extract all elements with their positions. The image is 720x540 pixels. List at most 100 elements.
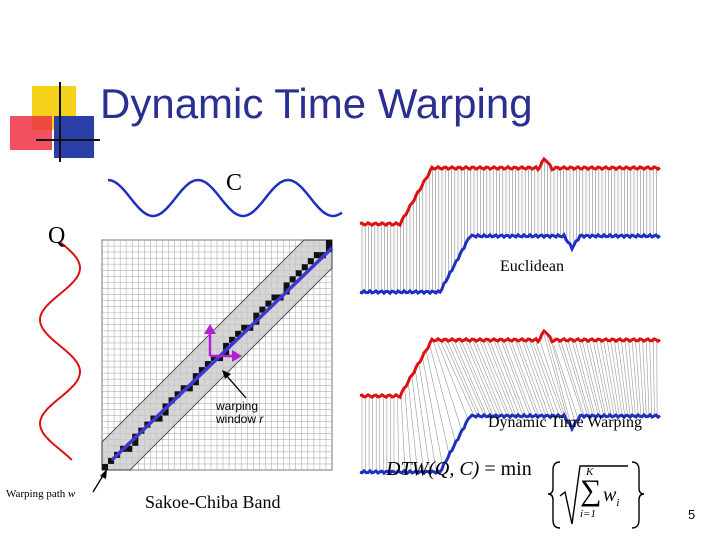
dtw-connector bbox=[571, 339, 594, 415]
label-warping-path: Warping path w bbox=[6, 488, 75, 500]
dtw-connector bbox=[425, 350, 450, 455]
dtw-connector bbox=[418, 362, 437, 473]
dtw-red-series bbox=[359, 328, 661, 400]
dtw-connector bbox=[610, 340, 623, 416]
path-cell bbox=[229, 336, 236, 343]
formula-term: wi bbox=[603, 484, 619, 509]
formula-term-w: w bbox=[603, 484, 617, 506]
dtw-connector bbox=[642, 340, 647, 418]
window-arrows bbox=[204, 324, 242, 362]
formula-min: = min bbox=[479, 458, 532, 480]
path-cell bbox=[204, 361, 211, 368]
dtw-connector bbox=[606, 339, 620, 417]
dtw-formula: DTW(Q, C) = min bbox=[386, 458, 532, 481]
dtw-connector bbox=[521, 338, 550, 417]
dtw-connector bbox=[592, 339, 610, 416]
dtw-connector bbox=[638, 339, 644, 415]
label-warping-path-var: w bbox=[68, 488, 76, 500]
path-cell bbox=[325, 240, 332, 247]
window-pointer-arrow bbox=[222, 370, 247, 399]
dtw-connector bbox=[542, 331, 569, 423]
dtw-blue-series bbox=[359, 412, 661, 476]
dtw-connector bbox=[446, 340, 481, 418]
path-cell bbox=[307, 258, 314, 265]
path-cell bbox=[108, 457, 115, 464]
label-window-line2: window bbox=[216, 412, 260, 426]
dtw-connector bbox=[461, 340, 494, 417]
page-title: Dynamic Time Warping bbox=[100, 80, 533, 127]
dtw-connector bbox=[510, 341, 540, 417]
path-cell bbox=[192, 379, 199, 386]
dtw-connector bbox=[557, 338, 582, 413]
dtw-connector bbox=[553, 345, 579, 420]
formula-lhs: DTW bbox=[386, 458, 429, 480]
path-cell bbox=[102, 463, 109, 470]
logo-red-square bbox=[10, 116, 52, 150]
dtw-connector bbox=[589, 340, 607, 417]
formula-term-sub: i bbox=[616, 497, 620, 509]
dtw-connector bbox=[464, 339, 498, 417]
path-cell bbox=[126, 445, 133, 452]
dtw-connector bbox=[489, 340, 520, 417]
dtw-connector bbox=[407, 381, 418, 473]
dtw-connector bbox=[422, 356, 444, 467]
dtw-connector bbox=[439, 340, 475, 417]
label-window-var: r bbox=[259, 412, 264, 426]
formula-radical bbox=[547, 461, 645, 529]
dtw-connector bbox=[581, 340, 602, 418]
dtw-connector bbox=[525, 341, 553, 415]
dtw-connector bbox=[397, 395, 399, 471]
dtw-connector bbox=[549, 337, 576, 423]
path-cell bbox=[301, 264, 308, 271]
dtw-connector bbox=[496, 340, 527, 417]
dtw-connector bbox=[631, 339, 639, 415]
dtw-connector bbox=[574, 340, 596, 418]
dtw-connector bbox=[493, 338, 524, 416]
path-cell bbox=[223, 342, 230, 349]
path-cell bbox=[265, 300, 272, 307]
dtw-connector bbox=[528, 338, 556, 418]
label-dtw: Dynamic Time Warping bbox=[488, 414, 642, 431]
dtw-connector bbox=[507, 338, 537, 416]
path-cell bbox=[259, 306, 266, 313]
formula-args: (Q, C) bbox=[428, 458, 480, 480]
dtw-connector bbox=[624, 339, 634, 415]
path-cell bbox=[156, 415, 163, 422]
dtw-connector bbox=[503, 341, 534, 418]
dtw-connector bbox=[478, 338, 511, 418]
path-cell bbox=[192, 373, 199, 380]
dtw-connector bbox=[514, 338, 543, 416]
dtw-connector bbox=[585, 339, 604, 416]
path-cell bbox=[295, 270, 302, 277]
dtw-connector bbox=[454, 340, 488, 418]
label-euclidean: Euclidean bbox=[500, 258, 564, 275]
label-sakoe-chiba-band: Sakoe-Chiba Band bbox=[145, 492, 281, 512]
path-cell bbox=[186, 385, 193, 392]
dtw-connector bbox=[432, 340, 462, 431]
path-cell bbox=[210, 355, 217, 362]
dtw-connector bbox=[567, 340, 591, 418]
dtw-connector bbox=[620, 339, 631, 418]
dtw-connector bbox=[404, 387, 412, 473]
series-q-curve bbox=[38, 241, 82, 461]
dtw-connector bbox=[518, 341, 547, 416]
dtw-connector bbox=[617, 340, 628, 416]
label-c: C bbox=[226, 170, 243, 196]
dtw-connector bbox=[578, 339, 599, 415]
dtw-connector bbox=[471, 339, 504, 418]
dtw-connector bbox=[486, 338, 517, 417]
dtw-connector bbox=[436, 339, 469, 420]
path-cell bbox=[313, 252, 320, 259]
warping-path-line bbox=[110, 246, 334, 462]
label-warping-window: warping window r bbox=[216, 400, 263, 426]
dtw-connector bbox=[414, 369, 431, 474]
dtw-connector bbox=[603, 340, 618, 417]
path-cell bbox=[162, 409, 169, 416]
path-cell bbox=[180, 385, 187, 392]
path-cell bbox=[235, 330, 242, 337]
dtw-connector bbox=[596, 340, 612, 417]
euclidean-red-series bbox=[359, 156, 661, 228]
dtw-connector bbox=[482, 340, 514, 416]
dtw-connectors bbox=[361, 331, 658, 474]
path-cell bbox=[289, 276, 296, 283]
